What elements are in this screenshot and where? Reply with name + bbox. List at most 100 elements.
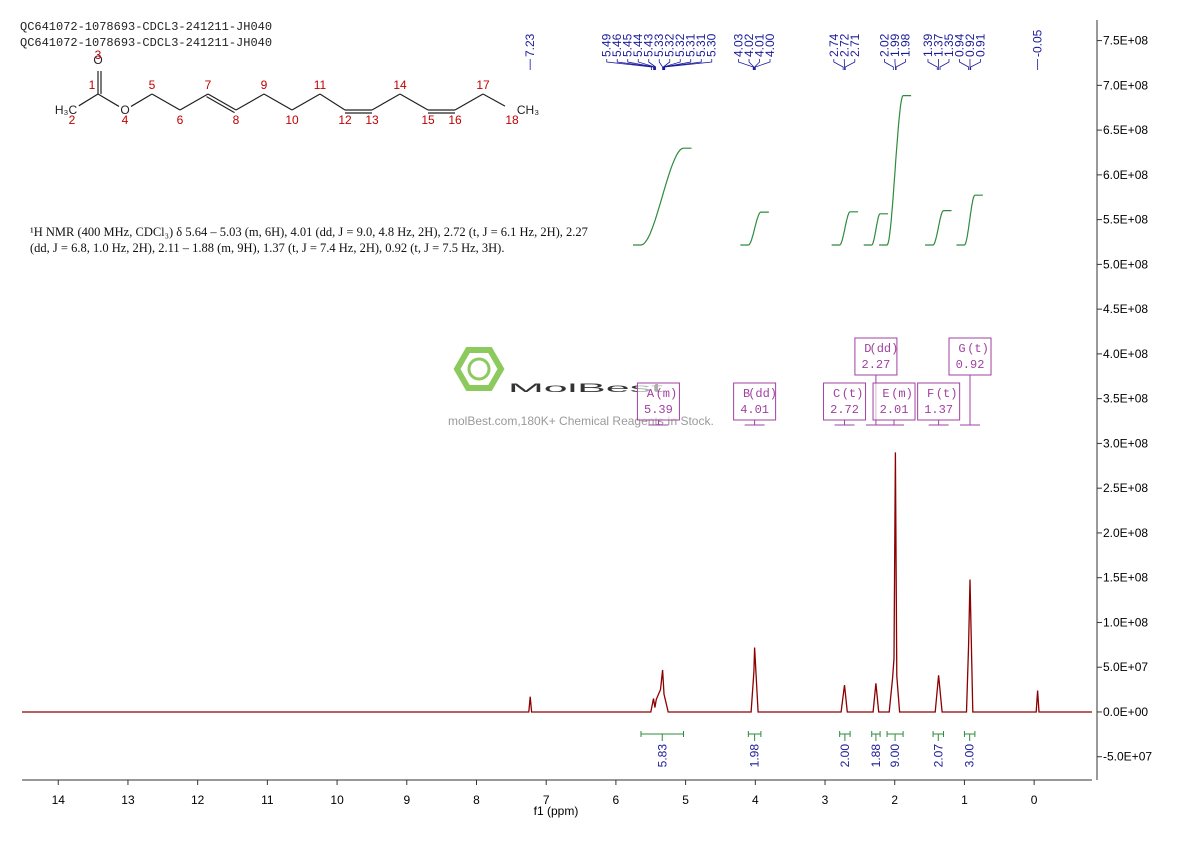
multiplet-kind: (dd)	[748, 387, 777, 401]
y-tick-label: 0.0E+00	[1103, 705, 1148, 719]
peak-connector	[663, 59, 702, 70]
bond	[151, 93, 181, 111]
peak-connector	[959, 59, 970, 70]
integral-curve	[956, 194, 983, 246]
multiplet-name: D	[864, 342, 871, 356]
integral-label: 9.00	[888, 744, 902, 768]
y-tick-label: 2.5E+08	[1103, 481, 1148, 495]
atom-number: 3	[95, 48, 102, 62]
peak-label: 1.98	[898, 33, 912, 57]
peak-label: 1.35	[942, 33, 956, 57]
integral-curve	[632, 147, 692, 246]
peak-label: 2.72	[837, 33, 851, 57]
atom-number: 2	[69, 113, 76, 127]
x-tick-label: 5	[682, 793, 689, 807]
bond	[207, 93, 237, 111]
multiplet-box	[823, 382, 867, 421]
integral-label: 5.83	[655, 744, 669, 768]
peak-label: 2.74	[827, 33, 841, 57]
multiplet-shift: 0.92	[956, 358, 985, 372]
bond	[263, 93, 293, 111]
atom-label: O	[93, 53, 102, 67]
x-tick-label: 4	[752, 793, 759, 807]
atom-number: 7	[205, 78, 212, 92]
integral-label: 2.07	[931, 744, 945, 768]
integral-label: 1.98	[748, 744, 762, 768]
y-tick-label: 2.0E+08	[1103, 526, 1148, 540]
y-tick-label: 7.5E+08	[1103, 34, 1148, 48]
sample-id: QC641072-1078693-CDCL3-241211-JH040	[20, 20, 272, 34]
peak-connector	[754, 59, 760, 70]
bond	[235, 93, 265, 111]
peak-label: 4.02	[742, 33, 756, 57]
atom-number: 16	[448, 113, 462, 127]
multiplet-name: E	[882, 387, 889, 401]
multiplet-shift: 2.72	[830, 403, 859, 417]
x-tick-label: 8	[473, 793, 480, 807]
brand: MolBest	[508, 381, 665, 395]
multiplet-kind: (t)	[936, 387, 958, 401]
multiplet-kind: (t)	[842, 387, 864, 401]
atom-number: 4	[122, 113, 129, 127]
x-tick-label: 12	[191, 793, 205, 807]
multiplet-kind: (t)	[967, 342, 989, 356]
multiplet-shift: 2.01	[880, 403, 909, 417]
peak-label: 5.43	[642, 33, 656, 57]
bond	[130, 93, 153, 107]
y-tick-label: 3.0E+08	[1103, 436, 1148, 450]
peak-label: 1.99	[888, 33, 902, 57]
multiplet-name: C	[833, 387, 840, 401]
peak-connector	[939, 59, 950, 70]
bond	[179, 93, 209, 111]
bond	[97, 93, 120, 107]
peak-connector	[637, 59, 656, 70]
y-tick-label: 6.0E+08	[1103, 168, 1148, 182]
y-tick-label: 1.5E+08	[1103, 571, 1148, 585]
multiplet-kind: (m)	[656, 387, 678, 401]
peak-label: 4.03	[732, 33, 746, 57]
x-tick-label: 11	[261, 793, 274, 807]
peak-label: 0.94	[952, 33, 966, 57]
peak-connector	[844, 59, 856, 70]
atom-number: 8	[233, 113, 240, 127]
peak-label: 4.00	[763, 33, 777, 57]
atom-number: 13	[365, 113, 379, 127]
peak-connector	[748, 59, 755, 70]
peak-label: 5.32	[673, 33, 687, 57]
y-tick-label: 3.5E+08	[1103, 392, 1148, 406]
atom-label: O	[120, 103, 129, 117]
atom-number: 9	[261, 78, 268, 92]
atom-number: 10	[285, 113, 299, 127]
multiplet-name: F	[927, 387, 934, 401]
multiplet-box	[948, 337, 992, 376]
y-tick-label: 6.5E+08	[1103, 123, 1148, 137]
peak-label: 5.44	[631, 33, 645, 57]
peak-label: 4.01	[753, 33, 767, 57]
multiplet-shift: 2.27	[862, 358, 891, 372]
integral-curve	[863, 213, 889, 246]
x-tick-label: 9	[403, 793, 410, 807]
peak-label: 1.39	[921, 33, 935, 57]
y-tick-label: 5.0E+07	[1103, 660, 1148, 674]
multiplet-box	[733, 382, 777, 421]
peak-connector	[884, 59, 894, 70]
peak-label: 5.49	[600, 33, 614, 57]
atom-number: 5	[149, 78, 156, 92]
x-tick-label: 6	[613, 793, 620, 807]
integral-curve	[925, 210, 952, 246]
peak-label: 5.31	[694, 33, 708, 57]
x-tick-label: 7	[543, 793, 550, 807]
peak-connector	[662, 59, 681, 70]
atom-number: 18	[505, 113, 519, 127]
multiplet-kind: (dd)	[870, 342, 899, 356]
y-tick-label: 5.0E+08	[1103, 257, 1148, 271]
atom-number: 11	[314, 78, 327, 92]
y-tick-label: 4.0E+08	[1103, 347, 1148, 361]
multiplet-shift: 4.01	[740, 403, 769, 417]
sample-id: QC641072-1078693-CDCL3-241211-JH040	[20, 36, 272, 50]
peak-connector	[606, 59, 652, 70]
bond	[78, 93, 99, 107]
peak-connector	[970, 59, 981, 70]
